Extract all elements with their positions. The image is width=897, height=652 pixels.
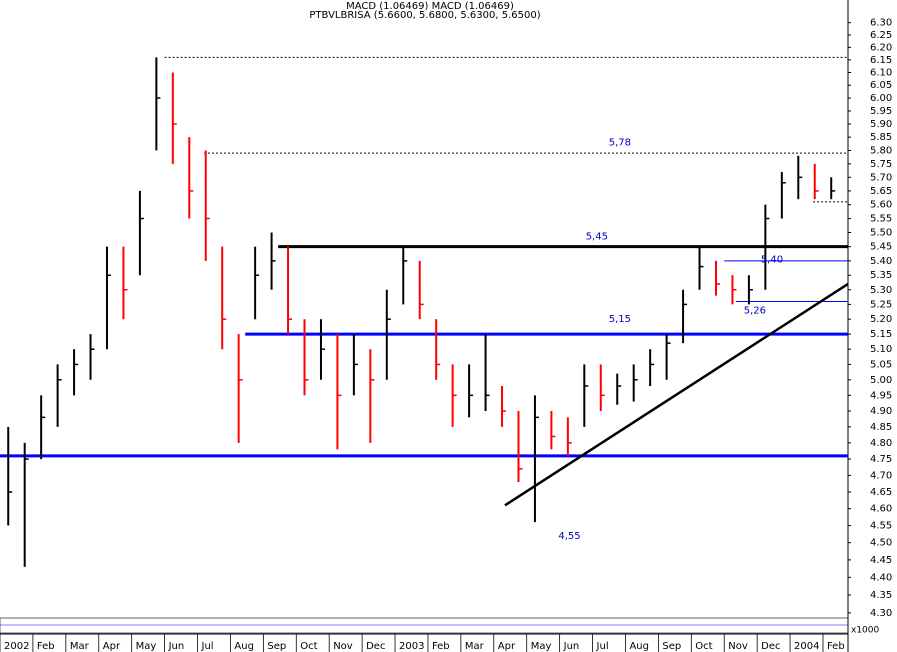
trend-line <box>504 282 849 507</box>
y-tick-label: 5.20 <box>870 314 892 325</box>
x-tick-label: Jul <box>596 641 609 652</box>
indicator-panel <box>0 617 849 634</box>
annotation: 5,15 <box>609 314 631 325</box>
y-tick-label: 6.30 <box>870 18 892 29</box>
y-tick-label: 5.90 <box>870 119 892 130</box>
y-tick-label: 5.25 <box>870 299 892 310</box>
y-tick-label: 5.15 <box>870 329 892 340</box>
y-tick-label: 4.80 <box>870 438 892 449</box>
y-tick-label: 5.10 <box>870 344 892 355</box>
y-tick-label: 4.90 <box>870 406 892 417</box>
x-tick-label: Feb <box>432 641 450 652</box>
x-tick-label: Apr <box>103 641 121 652</box>
y-tick-label: 4.40 <box>870 572 892 583</box>
y-tick-label: 4.95 <box>870 390 892 401</box>
y-tick-label: 5.30 <box>870 285 892 296</box>
y-tick-label: 6.05 <box>870 80 892 91</box>
x-tick-label: Nov <box>333 641 353 652</box>
x-tick-label: 2004 <box>794 641 819 652</box>
y-tick-label: 6.00 <box>870 93 892 104</box>
y-tick-label: 6.10 <box>870 68 892 79</box>
indicator-title: MACD (1.06469) MACD (1.06469) <box>346 1 514 12</box>
y-tick-label: 4.70 <box>870 470 892 481</box>
y-tick-label: 6.20 <box>870 42 892 53</box>
y-tick-label: 5.35 <box>870 270 892 281</box>
y-tick-label: 4.75 <box>870 454 892 465</box>
x-tick-label: Apr <box>498 641 516 652</box>
y-tick-label: 5.65 <box>870 186 892 197</box>
x-tick-label: Dec <box>761 641 780 652</box>
y-tick-label: 6.25 <box>870 30 892 41</box>
x-tick-label: Oct <box>695 641 712 652</box>
y-tick-label: 5.40 <box>870 256 892 267</box>
y-tick-label: 4.60 <box>870 504 892 515</box>
indicator-unit: x1000 <box>851 626 880 636</box>
x-tick-label: Aug <box>234 641 254 652</box>
x-tick-label: 2002 <box>4 641 29 652</box>
x-tick-label: Nov <box>728 641 748 652</box>
y-tick-label: 6.15 <box>870 55 892 66</box>
x-tick-label: Mar <box>70 641 90 652</box>
y-tick-label: 5.55 <box>870 214 892 225</box>
annotation: 5,26 <box>744 305 766 316</box>
y-tick-label: 5.45 <box>870 242 892 253</box>
y-tick-label: 5.50 <box>870 228 892 239</box>
y-tick-label: 5.95 <box>870 106 892 117</box>
y-tick-label: 5.60 <box>870 200 892 211</box>
x-tick-label: Mar <box>465 641 485 652</box>
x-tick-label: Feb <box>827 641 845 652</box>
x-tick-label: Jun <box>168 641 185 652</box>
x-tick-label: Sep <box>267 641 286 652</box>
y-tick-label: 5.75 <box>870 159 892 170</box>
x-tick-label: Feb <box>37 641 55 652</box>
y-tick-label: 4.30 <box>870 608 892 619</box>
y-tick-label: 4.50 <box>870 538 892 549</box>
x-tick-label: Jul <box>201 641 214 652</box>
x-tick-label: May <box>136 641 157 652</box>
y-tick-label: 5.80 <box>870 145 892 156</box>
y-tick-label: 5.00 <box>870 375 892 386</box>
x-tick-label: Jun <box>563 641 580 652</box>
x-tick-label: May <box>531 641 552 652</box>
annotation: 5,45 <box>586 231 608 242</box>
x-tick-label: Dec <box>366 641 385 652</box>
x-tick-label: 2003 <box>399 641 424 652</box>
y-tick-label: 5.05 <box>870 359 892 370</box>
y-tick-label: 5.85 <box>870 132 892 143</box>
x-tick-label: Oct <box>300 641 317 652</box>
y-tick-label: 4.45 <box>870 555 892 566</box>
y-tick-label: 5.70 <box>870 172 892 183</box>
chart-title: PTBVLBRISA (5.6600, 5.6800, 5.6300, 5.65… <box>309 10 540 21</box>
annotation: 5,78 <box>609 137 631 148</box>
x-tick-label: Sep <box>662 641 681 652</box>
x-tick-label: Aug <box>629 641 649 652</box>
y-tick-label: 4.55 <box>870 521 892 532</box>
y-tick-label: 4.65 <box>870 487 892 498</box>
annotation: 4,55 <box>558 531 580 542</box>
y-tick-label: 4.85 <box>870 422 892 433</box>
annotation: 5,40 <box>761 254 783 265</box>
y-tick-label: 4.35 <box>870 590 892 601</box>
